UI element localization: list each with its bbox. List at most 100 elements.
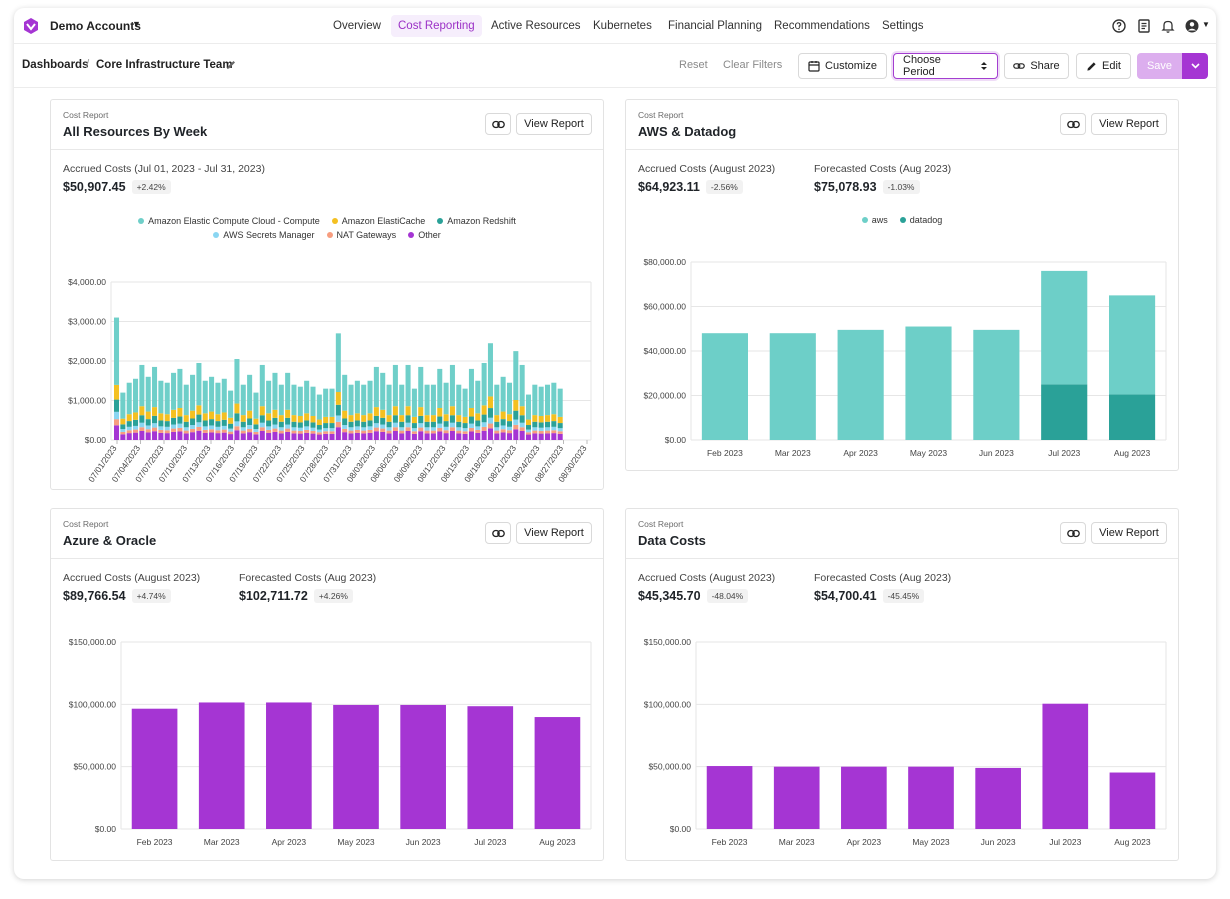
bar-segment [234, 413, 240, 422]
copy-link-button[interactable] [485, 522, 511, 544]
bar-segment [418, 415, 424, 424]
account-name[interactable]: Demo Accounts [50, 19, 141, 33]
legend-dot [331, 218, 338, 224]
bar-segment [551, 433, 557, 440]
bar-segment [145, 419, 151, 426]
view-report-button[interactable]: View Report [516, 113, 592, 135]
chart-legend: aws datadog [626, 215, 1178, 225]
bar-segment [354, 426, 360, 430]
legend-item[interactable]: NAT Gateways [326, 230, 396, 240]
legend-item[interactable]: aws [861, 215, 888, 225]
copy-link-button[interactable] [1060, 522, 1086, 544]
bar-segment [133, 429, 139, 433]
bar-segment [430, 415, 436, 422]
bar-segment [272, 428, 278, 432]
user-icon[interactable] [1184, 18, 1200, 34]
view-report-button[interactable]: View Report [1091, 113, 1167, 135]
choose-period-select[interactable]: Choose Period [893, 53, 998, 79]
nav-active-resources[interactable]: Active Resources [491, 20, 581, 32]
legend-item[interactable]: Amazon Elastic Compute Cloud - Compute [138, 216, 320, 226]
bar-segment [335, 427, 341, 440]
bar-segment [342, 428, 348, 433]
bar-segment [348, 427, 354, 431]
nav-cost-reporting[interactable]: Cost Reporting [391, 15, 482, 37]
bar-segment [234, 426, 240, 431]
bar-segment [487, 423, 493, 429]
bar-segment [456, 433, 462, 440]
bar-segment [405, 406, 411, 416]
clear-filters-button[interactable]: Clear Filters [723, 59, 783, 71]
vantage-logo[interactable] [22, 17, 40, 35]
bar-segment [215, 382, 221, 415]
bar-segment [430, 421, 436, 428]
bar-segment [139, 430, 145, 440]
view-report-button[interactable]: View Report [1091, 522, 1167, 544]
edit-title-icon[interactable] [225, 59, 237, 71]
card-title: All Resources By Week [63, 124, 208, 139]
bar-segment [525, 429, 532, 433]
breadcrumb-dashboards[interactable]: Dashboards [22, 59, 89, 71]
help-icon[interactable] [1111, 18, 1127, 34]
bar-segment [164, 421, 170, 427]
bar-segment [139, 422, 145, 428]
save-options-button[interactable] [1182, 53, 1208, 79]
nav-recommendations[interactable]: Recommendations [774, 20, 870, 32]
share-button[interactable]: Share [1004, 53, 1069, 79]
metric-value: $75,078.93 [814, 180, 877, 194]
bar-segment [114, 411, 120, 420]
nav-kubernetes[interactable]: Kubernetes [593, 20, 652, 32]
legend-item[interactable]: datadog [899, 215, 942, 225]
bar-segment [544, 430, 551, 434]
view-report-button[interactable]: View Report [516, 522, 592, 544]
bar [701, 333, 748, 440]
bar-segment [506, 421, 512, 427]
legend-item[interactable]: Amazon ElastiCache [331, 216, 425, 226]
bar-segment [316, 432, 322, 435]
nav-financial-planning[interactable]: Financial Planning [668, 20, 762, 32]
legend-item[interactable]: AWS Secrets Manager [213, 230, 315, 240]
bar [333, 704, 379, 829]
docs-icon[interactable] [1136, 18, 1152, 34]
nav-overview[interactable]: Overview [333, 20, 381, 32]
legend-item[interactable]: Other [408, 230, 441, 240]
reset-button[interactable]: Reset [679, 59, 708, 71]
copy-link-button[interactable] [1060, 113, 1086, 135]
bar-segment [519, 422, 525, 428]
bar-segment [196, 405, 202, 415]
y-tick-label: $150,000.00 [69, 637, 117, 647]
bar-segment [152, 366, 158, 408]
bar-segment [462, 416, 468, 424]
bar-segment [152, 427, 158, 432]
bar-segment [494, 415, 500, 422]
bar-segment [145, 411, 151, 420]
bar-segment [456, 384, 462, 416]
bar-segment [513, 410, 519, 420]
bar-segment [557, 431, 563, 434]
bar-segment [266, 380, 272, 414]
bar-segment [164, 430, 170, 434]
chevron-down-icon [1190, 63, 1200, 69]
share-label: Share [1030, 60, 1060, 72]
bar-segment [158, 380, 164, 414]
bar-segment [291, 415, 297, 422]
bar-segment [437, 416, 443, 424]
edit-button[interactable]: Edit [1076, 53, 1131, 79]
legend-dot [213, 232, 220, 238]
report-card-azure-oracle: Cost Report Azure & Oracle View Report A… [50, 508, 604, 861]
nav-settings[interactable]: Settings [882, 20, 924, 32]
x-tick-label: Mar 2023 [204, 837, 240, 847]
user-menu-caret-icon[interactable]: ▼ [1202, 20, 1210, 29]
save-button[interactable]: Save [1137, 53, 1182, 79]
bar-segment [399, 433, 405, 440]
bar-segment [462, 428, 468, 432]
customize-button[interactable]: Customize [798, 53, 887, 79]
bar-segment [196, 362, 202, 406]
bar-segment [335, 415, 341, 422]
caret-down-icon[interactable]: ▼ [132, 19, 141, 29]
metric-value: $54,700.41 [814, 589, 877, 603]
copy-link-button[interactable] [485, 113, 511, 135]
bell-icon[interactable] [1160, 18, 1176, 34]
bar-segment [367, 432, 373, 440]
link-icon [491, 120, 505, 128]
legend-item[interactable]: Amazon Redshift [437, 216, 516, 226]
